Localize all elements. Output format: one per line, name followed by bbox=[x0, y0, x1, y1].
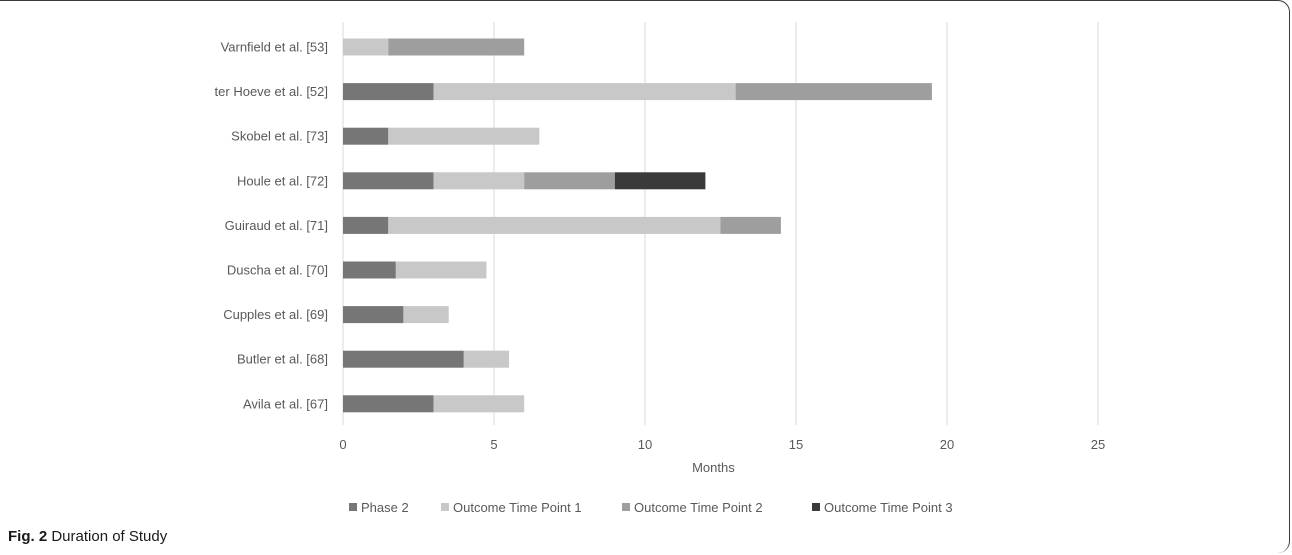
legend-swatch bbox=[441, 503, 449, 511]
x-tick-label: 0 bbox=[339, 437, 346, 452]
bar-segment bbox=[403, 306, 449, 324]
y-tick-label: Duscha et al. [70] bbox=[227, 263, 328, 278]
bar-segment bbox=[463, 350, 510, 368]
figure-caption-text: Duration of Study bbox=[51, 528, 168, 545]
bar-segment bbox=[388, 38, 525, 56]
y-tick-label: Skobel et al. [73] bbox=[231, 129, 328, 144]
y-tick-labels: Varnfield et al. [53] ter Hoeve et al. [5… bbox=[215, 40, 328, 412]
legend-label: Outcome Time Point 2 bbox=[634, 500, 763, 515]
bar-segment bbox=[343, 350, 464, 368]
bar-segment bbox=[735, 83, 932, 101]
bar-segment bbox=[433, 395, 525, 413]
y-tick-label: Varnfield et al. [53] bbox=[221, 40, 328, 55]
bar-segment bbox=[395, 261, 487, 279]
figure-label: Fig. 2 bbox=[8, 528, 48, 545]
x-tick-label: 5 bbox=[490, 437, 497, 452]
legend-label: Phase 2 bbox=[361, 500, 409, 515]
legend-label: Outcome Time Point 1 bbox=[453, 500, 582, 515]
bar-segment bbox=[343, 172, 434, 190]
legend-swatch bbox=[622, 503, 630, 511]
legend-swatch bbox=[812, 503, 820, 511]
y-tick-label: ter Hoeve et al. [52] bbox=[215, 84, 328, 99]
bar-segment bbox=[433, 83, 736, 101]
legend: Phase 2 Outcome Time Point 1 Outcome Time … bbox=[349, 500, 953, 515]
y-tick-label: Guiraud et al. [71] bbox=[225, 218, 328, 233]
stacked-bar-chart: Varnfield et al. [53] ter Hoeve et al. [5… bbox=[215, 22, 1105, 515]
x-tick-label: 20 bbox=[940, 437, 954, 452]
bar-segment bbox=[524, 172, 615, 190]
bar-segment bbox=[388, 127, 540, 145]
y-tick-label: Cupples et al. [69] bbox=[223, 307, 328, 322]
legend-swatch bbox=[349, 503, 357, 511]
bar-segment bbox=[343, 38, 389, 56]
bar-segment bbox=[343, 306, 404, 324]
bar-segment bbox=[343, 127, 389, 145]
bar-segment bbox=[433, 172, 525, 190]
bar-segment bbox=[720, 216, 781, 234]
x-axis-title: Months bbox=[692, 460, 735, 475]
bar-segment bbox=[343, 395, 434, 413]
figure-caption: Fig. 2 Duration of Study bbox=[8, 528, 167, 545]
x-tick-label: 10 bbox=[638, 437, 652, 452]
x-tick-label: 15 bbox=[789, 437, 803, 452]
x-tick-label: 25 bbox=[1091, 437, 1105, 452]
y-tick-label: Houle et al. [72] bbox=[237, 173, 328, 188]
bar-segment bbox=[343, 216, 389, 234]
bars bbox=[343, 38, 932, 413]
bar-segment bbox=[614, 172, 706, 190]
bar-segment bbox=[388, 216, 721, 234]
y-tick-label: Butler et al. [68] bbox=[237, 352, 328, 367]
y-tick-label: Avila et al. [67] bbox=[243, 396, 328, 411]
bar-segment bbox=[343, 83, 434, 101]
bar-segment bbox=[343, 261, 396, 279]
x-tick-labels: 0 5 10 15 20 25 bbox=[339, 437, 1105, 452]
legend-label: Outcome Time Point 3 bbox=[824, 500, 953, 515]
